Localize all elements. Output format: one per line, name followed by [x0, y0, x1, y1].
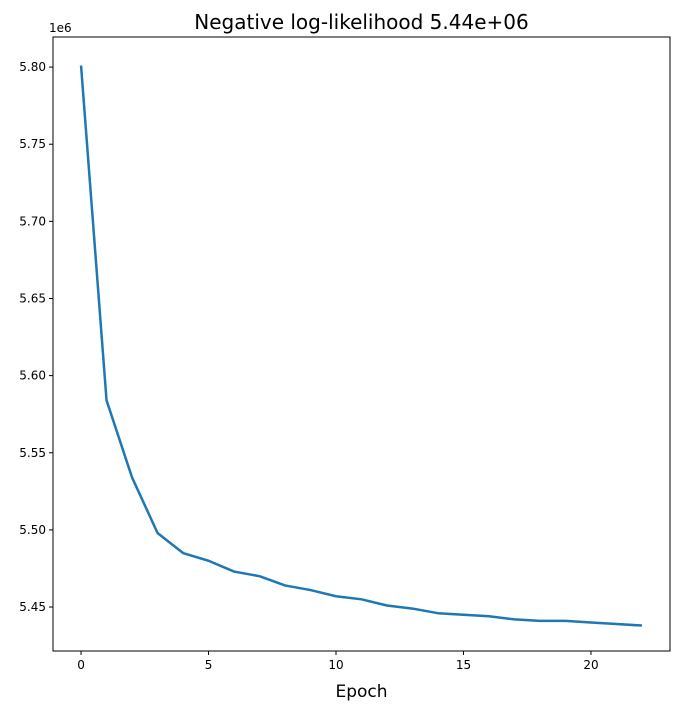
series-layer — [79, 65, 643, 627]
x-axis-label: Epoch — [335, 682, 387, 702]
y-axis-ticks: 5.45 5.50 5.55 5.60 5.65 5.70 5.75 5.80 — [19, 60, 53, 614]
y-tick-label: 5.45 — [19, 600, 46, 614]
plot-frame — [52, 36, 671, 652]
y-tick-label: 5.70 — [19, 214, 46, 228]
y-tick-label: 5.65 — [19, 291, 46, 305]
x-tick-label: 10 — [328, 658, 343, 672]
x-tick-label: 20 — [583, 658, 598, 672]
x-tick-label: 5 — [205, 658, 213, 672]
plot-area: 0 5 10 15 20 5.45 5.50 5.55 5.60 5.65 5.70 5.75 5.8… — [19, 36, 671, 672]
y-tick-label: 5.55 — [19, 446, 46, 460]
y-offset-label: 1e6 — [49, 21, 72, 35]
series-line — [79, 65, 643, 627]
y-tick-label: 5.80 — [19, 60, 46, 74]
y-tick-label: 5.60 — [19, 369, 46, 383]
x-tick-label: 0 — [77, 658, 85, 672]
chart-title: Negative log-likelihood 5.44e+06 — [194, 10, 528, 34]
y-tick-label: 5.75 — [19, 137, 46, 151]
x-axis-ticks: 0 5 10 15 20 — [77, 651, 599, 672]
x-tick-label: 15 — [456, 658, 471, 672]
y-tick-label: 5.50 — [19, 523, 46, 537]
